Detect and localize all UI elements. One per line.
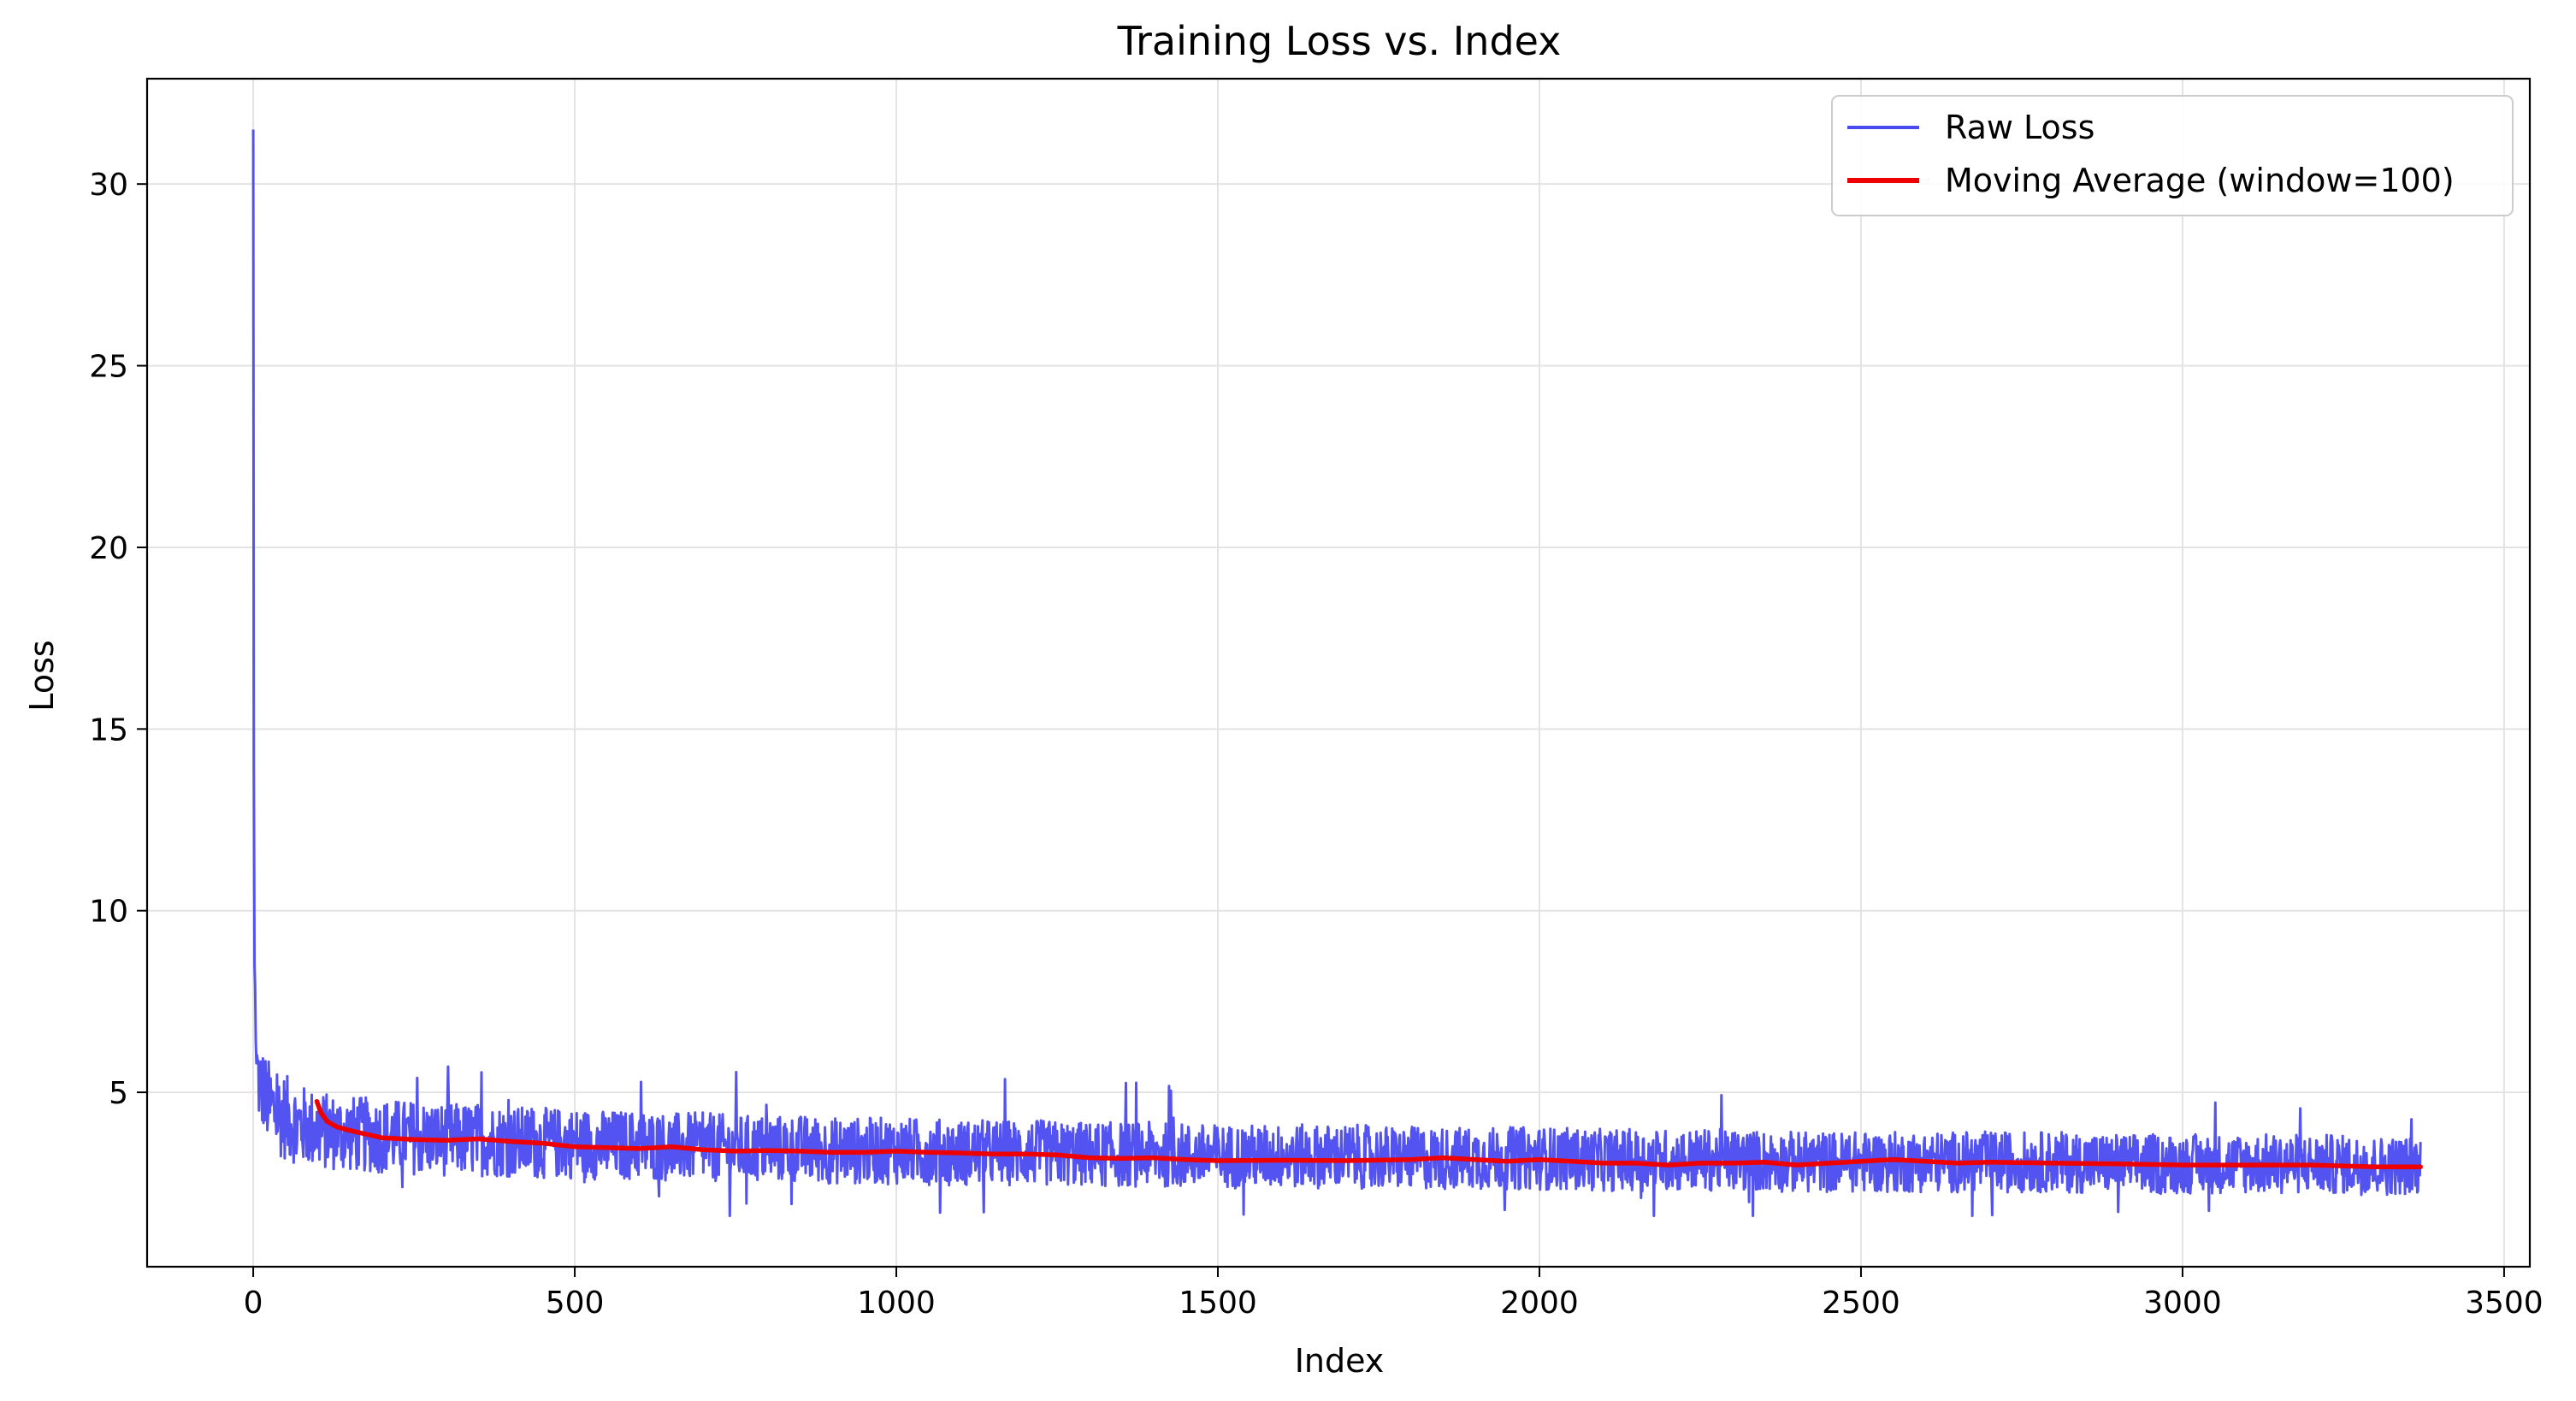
y-tick-label: 5 bbox=[109, 1076, 128, 1111]
legend-box bbox=[1831, 95, 2514, 216]
x-tick-label: 1500 bbox=[1179, 1286, 1257, 1321]
tick-layer: 0 500 1000 1500 2000 2500 3000 3500 5 10 15 20 25 30 bbox=[89, 168, 2544, 1321]
x-tick-label: 500 bbox=[546, 1286, 605, 1321]
x-axis-label: Index bbox=[1295, 1342, 1385, 1380]
x-tick-label: 1000 bbox=[857, 1286, 936, 1321]
x-tick-label: 3500 bbox=[2465, 1286, 2544, 1321]
legend-label-raw-loss: Raw Loss bbox=[1945, 109, 2094, 146]
y-tick-label: 30 bbox=[89, 168, 128, 203]
x-tick-label: 0 bbox=[244, 1286, 263, 1321]
y-axis-label: Loss bbox=[23, 640, 61, 711]
x-tick-label: 2500 bbox=[1822, 1286, 1900, 1321]
plot-frame bbox=[145, 77, 2532, 1268]
y-tick-label: 10 bbox=[89, 895, 128, 930]
x-tick-label: 3000 bbox=[2143, 1286, 2222, 1321]
series-line-raw-loss bbox=[251, 129, 2422, 1217]
legend: Raw Loss Moving Average (window=100) bbox=[1831, 95, 2514, 216]
y-tick-label: 20 bbox=[89, 531, 128, 566]
y-tick-label: 25 bbox=[89, 350, 128, 385]
series-line-moving-average bbox=[314, 1098, 2423, 1169]
y-tick-label: 15 bbox=[89, 712, 128, 748]
x-tick-label: 2000 bbox=[1500, 1286, 1579, 1321]
series-layer bbox=[251, 129, 2423, 1217]
chart-title: Training Loss vs. Index bbox=[1117, 18, 1562, 64]
grid-layer bbox=[147, 79, 2530, 1267]
legend-label-moving-average: Moving Average (window=100) bbox=[1945, 162, 2455, 199]
